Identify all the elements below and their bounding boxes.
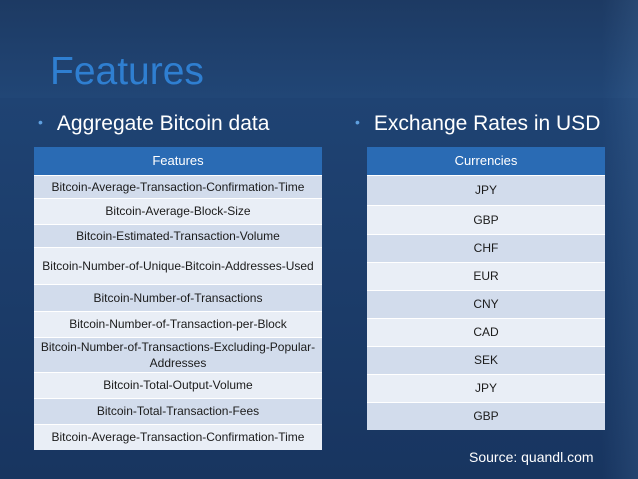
features-table-header: Features xyxy=(34,147,322,175)
bullet-icon: • xyxy=(355,114,360,130)
currencies-table: Currencies JPY GBP CHF EUR CNY CAD SEK J… xyxy=(367,147,605,430)
table-row: Bitcoin-Number-of-Transactions xyxy=(34,283,322,311)
right-heading: • Exchange Rates in USD xyxy=(355,113,600,134)
table-row: Bitcoin-Average-Block-Size xyxy=(34,197,322,224)
currencies-table-header: Currencies xyxy=(367,147,605,175)
right-heading-text: Exchange Rates in USD xyxy=(373,112,601,135)
title-band xyxy=(0,0,638,98)
table-row: Bitcoin-Total-Output-Volume xyxy=(34,371,322,398)
table-row: Bitcoin-Number-of-Transaction-per-Block xyxy=(34,310,322,337)
table-row: CHF xyxy=(367,233,605,262)
table-row: CNY xyxy=(367,289,605,318)
slide-title: Features xyxy=(50,50,204,93)
bullet-icon: • xyxy=(38,114,43,130)
table-row: JPY xyxy=(367,373,605,402)
source-note: Source: quandl.com xyxy=(469,449,594,465)
table-row: GBP xyxy=(367,204,605,234)
left-heading-text: Aggregate Bitcoin data xyxy=(56,112,270,135)
table-row: CAD xyxy=(367,317,605,346)
table-row: EUR xyxy=(367,261,605,290)
left-heading: • Aggregate Bitcoin data xyxy=(38,113,269,134)
table-row: Bitcoin-Average-Transaction-Confirmation… xyxy=(34,174,322,198)
features-table: Features Bitcoin-Average-Transaction-Con… xyxy=(34,147,322,450)
table-row: Bitcoin-Total-Transaction-Fees xyxy=(34,397,322,424)
table-row: SEK xyxy=(367,345,605,374)
table-row: GBP xyxy=(367,401,605,430)
table-row: Bitcoin-Number-of-Unique-Bitcoin-Address… xyxy=(34,246,322,284)
table-row: JPY xyxy=(367,174,605,205)
table-row: Bitcoin-Number-of-Transactions-Excluding… xyxy=(34,336,322,372)
decorative-stripe xyxy=(602,0,638,479)
table-row: Bitcoin-Estimated-Transaction-Volume xyxy=(34,223,322,247)
table-row: Bitcoin-Average-Transaction-Confirmation… xyxy=(34,423,322,450)
